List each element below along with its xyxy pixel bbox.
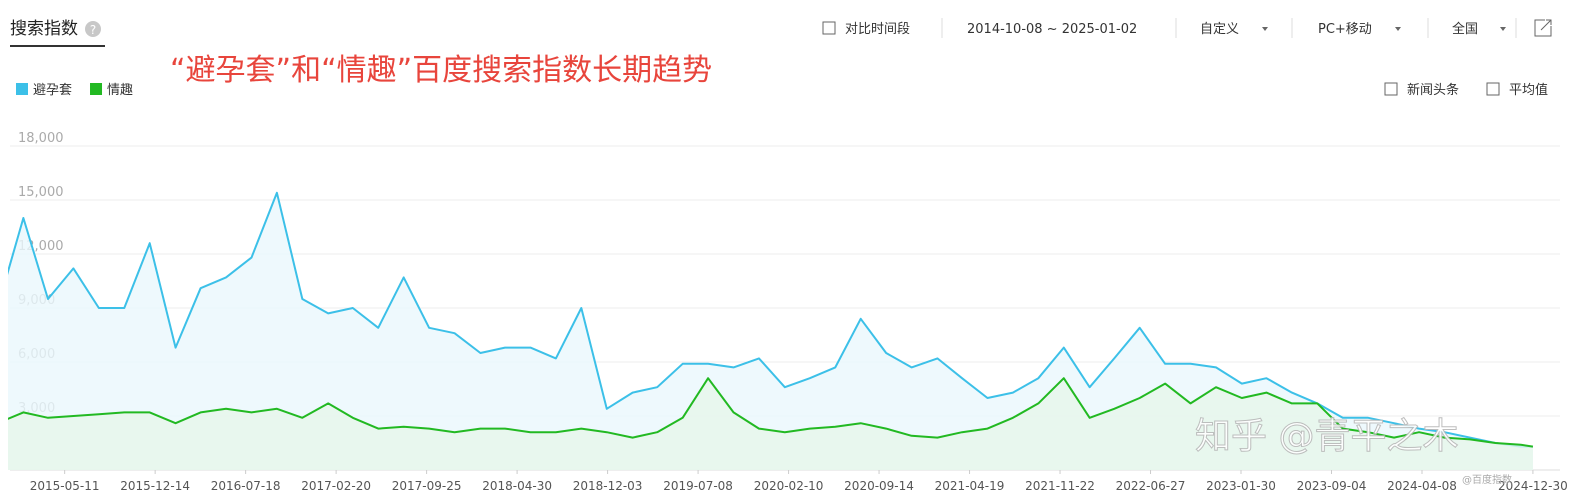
- x-tick-label: 2023-09-04: [1297, 479, 1367, 493]
- legend-label: 情趣: [107, 83, 133, 98]
- checkbox[interactable]: [1384, 82, 1398, 96]
- plot: 3,0006,0009,00012,00015,00018,0002015-05…: [8, 82, 1568, 493]
- series-line: [8, 191, 1533, 448]
- x-tick-label: 2015-12-14: [120, 479, 190, 493]
- compare-label[interactable]: 对比时间段: [845, 22, 910, 37]
- average-label[interactable]: 平均值: [1509, 82, 1548, 98]
- watermark-source: @百度指数: [1462, 473, 1512, 486]
- caret: [1262, 27, 1268, 31]
- section-title: 搜索指数: [10, 19, 78, 39]
- x-tick-label: 2015-05-11: [30, 479, 100, 493]
- legend-swatch: [16, 83, 28, 95]
- y-tick-label: 18,000: [18, 131, 64, 146]
- export-icon[interactable]: [1534, 19, 1552, 37]
- series-line: [8, 377, 1534, 448]
- x-tick-label: 2017-09-25: [392, 479, 462, 493]
- help-mark[interactable]: ?: [90, 23, 96, 37]
- checkbox[interactable]: [1486, 82, 1500, 96]
- checkbox[interactable]: [822, 21, 836, 35]
- x-tick-label: 2016-07-18: [211, 479, 281, 493]
- x-tick-label: 2020-02-10: [754, 479, 824, 493]
- x-tick-label: 2024-04-08: [1387, 479, 1457, 493]
- x-tick-label: 2019-07-08: [663, 479, 733, 493]
- series-group: [8, 191, 1534, 470]
- x-tick-label: 2024-12-30: [1498, 479, 1568, 493]
- x-tick-label: 2017-02-20: [301, 479, 371, 493]
- area: [8, 378, 1533, 470]
- legend-swatch: [90, 83, 103, 95]
- x-tick-label: 2018-12-03: [573, 479, 643, 493]
- device-select[interactable]: PC+移动: [1318, 22, 1372, 37]
- y-tick-label: 15,000: [18, 185, 64, 200]
- news-label[interactable]: 新闻头条: [1407, 82, 1459, 98]
- x-tick-label: 2022-06-27: [1116, 479, 1186, 493]
- caret: [1395, 27, 1401, 31]
- help-icon[interactable]: [85, 21, 101, 37]
- date-range[interactable]: 2014-10-08 ~ 2025-01-02: [967, 22, 1137, 37]
- watermark: 知乎 @青平之木: [1195, 416, 1458, 457]
- x-tick-label: 2023-01-30: [1206, 479, 1276, 493]
- x-tick-label: 2021-11-22: [1025, 479, 1095, 493]
- x-tick-label: 2018-04-30: [482, 479, 552, 493]
- mode-select[interactable]: 自定义: [1200, 22, 1239, 37]
- x-tick-label: 2021-04-19: [935, 479, 1005, 493]
- legend-label: 避孕套: [33, 82, 72, 98]
- caret: [1500, 27, 1506, 31]
- chart-title: “避孕套”和“情趣”百度搜索指数长期趋势: [170, 53, 712, 88]
- x-tick-label: 2020-09-14: [844, 479, 914, 493]
- region-select[interactable]: 全国: [1452, 21, 1478, 37]
